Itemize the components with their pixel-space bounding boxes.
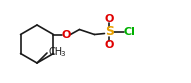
- Text: O: O: [62, 29, 71, 40]
- Text: CH: CH: [49, 47, 63, 57]
- Text: Cl: Cl: [124, 26, 135, 37]
- Text: O: O: [105, 40, 114, 49]
- Text: 3: 3: [61, 51, 65, 57]
- Text: S: S: [105, 25, 114, 38]
- Text: O: O: [105, 14, 114, 23]
